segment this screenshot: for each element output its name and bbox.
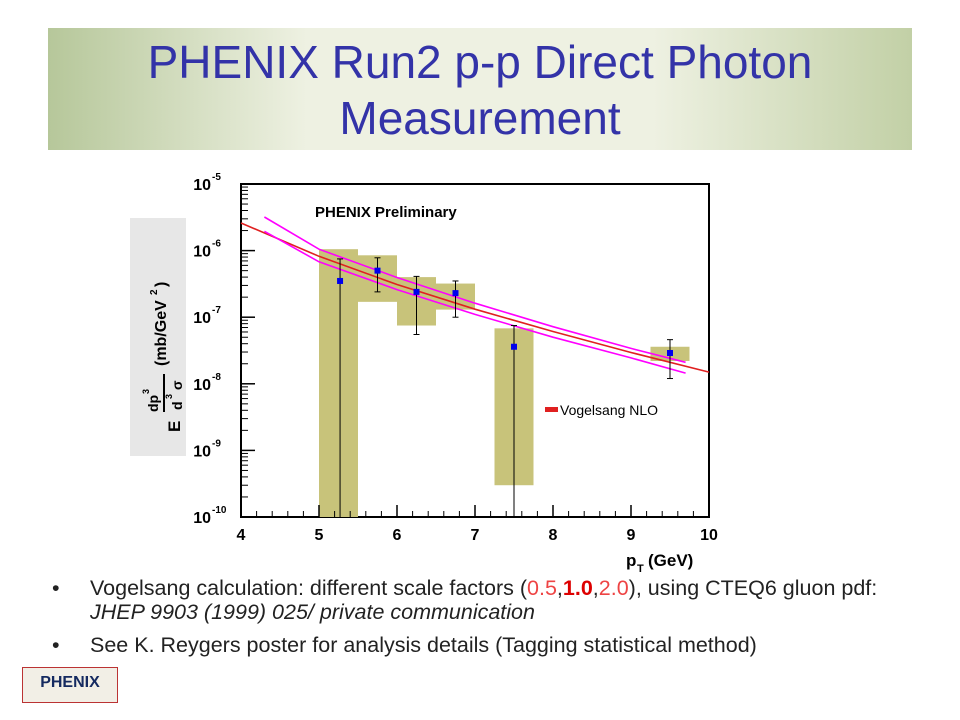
svg-text:2: 2 <box>149 289 160 295</box>
logo-text: PHENIX <box>40 674 100 691</box>
bullet-dot: • <box>52 576 60 600</box>
ylabel-panel <box>130 218 186 456</box>
svg-text:σ: σ <box>169 380 185 390</box>
legend-label: Vogelsang NLO <box>560 402 658 418</box>
y-tick-exponent: -8 <box>212 372 221 383</box>
bullet-text-part: ), using CTEQ6 gluon pdf: <box>628 576 878 600</box>
bullet-text-part: 1.0 <box>562 576 593 600</box>
svg-text:): ) <box>153 282 170 287</box>
y-tick-exponent: -6 <box>212 239 221 250</box>
bullet-item: • See K. Reygers poster for analysis det… <box>50 633 930 657</box>
svg-text:3: 3 <box>141 389 151 394</box>
y-tick-label: 10 <box>193 244 211 261</box>
y-tick-label: 10 <box>193 443 211 460</box>
svg-text:E: E <box>165 421 184 432</box>
svg-text:T: T <box>637 563 644 575</box>
svg-text:dp: dp <box>145 395 161 412</box>
chart: 4 5 6 7 8 9 10 10 -10 10 -9 10 -8 10 -7 10 -6 10 -5 PHENIX… <box>128 160 728 580</box>
y-tick-exponent: -7 <box>212 305 221 316</box>
phenix-logo: PHENIX <box>22 667 118 703</box>
x-tick-label: 9 <box>627 527 636 544</box>
legend-swatch <box>545 407 558 412</box>
svg-text:d: d <box>169 401 185 410</box>
y-tick-exponent: -5 <box>212 172 221 183</box>
bullet-text-part: , <box>556 576 563 600</box>
bullet-dot: • <box>52 633 60 657</box>
svg-text:3: 3 <box>164 394 174 399</box>
x-tick-label: 6 <box>393 527 402 544</box>
y-tick-label: 10 <box>193 377 211 394</box>
y-tick-label: 10 <box>193 310 211 327</box>
x-tick-label: 8 <box>549 527 558 544</box>
svg-text:p: p <box>626 551 636 570</box>
svg-text:(GeV): (GeV) <box>648 551 693 570</box>
data-point <box>452 290 459 297</box>
data-point <box>413 288 420 295</box>
x-tick-label: 4 <box>237 527 246 544</box>
data-point <box>374 267 381 274</box>
y-tick-label: 10 <box>193 177 211 194</box>
y-tick-exponent: -9 <box>212 438 221 449</box>
systematic-band <box>319 249 358 517</box>
chart-annotation: PHENIX Preliminary <box>315 204 457 221</box>
x-axis-title: p T (GeV) <box>626 551 693 575</box>
x-tick-label: 7 <box>471 527 480 544</box>
nlo-curve <box>264 230 686 374</box>
bullet-item: • Vogelsang calculation: different scale… <box>50 576 930 624</box>
data-point <box>337 277 344 284</box>
y-tick-exponent: -10 <box>212 505 227 516</box>
y-tick-label: 10 <box>193 510 211 527</box>
bullet-text-part: Vogelsang calculation: different scale f… <box>90 576 528 600</box>
nlo-curve <box>263 216 686 364</box>
data-point <box>511 343 517 350</box>
bullet-text-part: See K. Reygers poster for analysis detai… <box>90 633 757 657</box>
svg-text:(mb/GeV: (mb/GeV <box>153 300 170 366</box>
y-axis-title: E d 3 σ dp 3 (mb/GeV 2 ) <box>141 282 185 432</box>
data-point <box>667 350 673 357</box>
bullet-text-part: JHEP 9903 (1999) 025/ private communicat… <box>90 600 535 624</box>
bullet-text-part: 2.0 <box>598 576 629 600</box>
title-banner: PHENIX Run2 p-p Direct Photon Measuremen… <box>48 28 912 150</box>
bullet-list: • Vogelsang calculation: different scale… <box>50 576 930 666</box>
x-tick-label: 10 <box>700 527 718 544</box>
bullet-text-part: , <box>592 576 599 600</box>
nlo-curve <box>240 222 710 373</box>
bullet-text-part: 0.5 <box>527 576 557 600</box>
x-tick-label: 5 <box>315 527 324 544</box>
slide-title: PHENIX Run2 p-p Direct Photon Measuremen… <box>147 36 813 144</box>
